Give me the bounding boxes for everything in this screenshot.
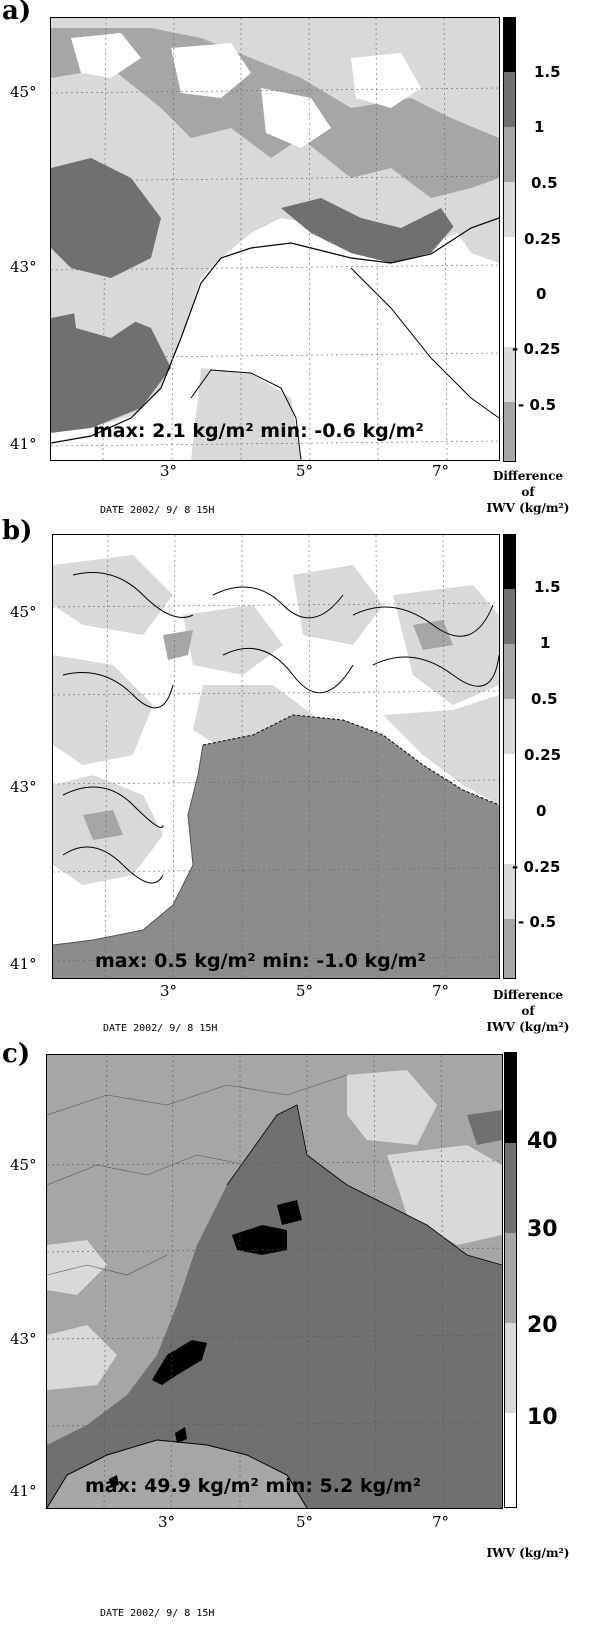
lat-label-43: 43° — [10, 258, 37, 276]
scale-tick: 1 — [534, 118, 545, 136]
lat-label-43: 43° — [10, 1330, 37, 1348]
scale-tick: 0.25 — [524, 746, 562, 764]
color-scale-a — [503, 17, 516, 462]
scale-tick: 0 — [536, 285, 547, 303]
date-label: DATE 2002/ 9/ 8 15H — [103, 1023, 218, 1034]
scale-tick: 0.25 — [524, 230, 562, 248]
lat-label-45: 45° — [10, 1156, 37, 1174]
scale-tick: 1.5 — [534, 578, 561, 596]
map-panel-c: max: 49.9 kg/m² min: 5.2 kg/m² — [46, 1054, 503, 1509]
lon-label-3: 3° — [158, 1513, 176, 1531]
map-panel-a: max: 2.1 kg/m² min: -0.6 kg/m² — [50, 17, 500, 461]
lon-label-3: 3° — [160, 462, 178, 480]
stats-text: max: 0.5 kg/m² min: -1.0 kg/m² — [95, 950, 426, 972]
lon-label-3: 3° — [160, 982, 178, 1000]
color-scale-b — [503, 534, 516, 979]
scale-tick: - 0.25 — [512, 858, 561, 876]
panel-label: c) — [2, 1039, 31, 1069]
date-label: DATE 2002/ 9/ 8 15H — [100, 505, 215, 516]
scale-tick: 1 — [540, 634, 551, 652]
unit-label: Difference of IWV (kg/m²) — [486, 988, 570, 1034]
color-scale-c — [504, 1052, 517, 1508]
lon-label-5: 5° — [296, 982, 314, 1000]
panel-label: b) — [2, 516, 33, 546]
scale-tick: - 0.25 — [512, 340, 561, 358]
lat-label-43: 43° — [10, 778, 37, 796]
map-a-field — [51, 18, 499, 460]
map-c-field — [47, 1055, 502, 1508]
map-panel-b: max: 0.5 kg/m² min: -1.0 kg/m² — [52, 534, 500, 979]
panel-a: a) 45° 43° 41° — [0, 0, 598, 520]
date-label: DATE 2002/ 9/ 8 15H — [100, 1608, 215, 1619]
scale-tick: 40 — [527, 1129, 558, 1154]
scale-tick: 0.5 — [531, 690, 558, 708]
lat-label-45: 45° — [10, 83, 37, 101]
stats-text: max: 49.9 kg/m² min: 5.2 kg/m² — [85, 1475, 422, 1497]
scale-tick: - 0.5 — [518, 913, 557, 931]
lon-label-7: 7° — [432, 982, 450, 1000]
scale-tick: - 0.5 — [518, 396, 557, 414]
panel-c: c) 45° 43° 41° — [0, 1039, 598, 1634]
lon-label-7: 7° — [432, 1513, 450, 1531]
scale-tick: 0.5 — [531, 174, 558, 192]
panel-label: a) — [2, 0, 32, 26]
lat-label-41: 41° — [10, 435, 37, 453]
scale-tick: 30 — [527, 1217, 558, 1242]
unit-label: Difference of IWV (kg/m²) — [486, 469, 570, 515]
lon-label-5: 5° — [296, 1513, 314, 1531]
lon-label-5: 5° — [296, 462, 314, 480]
scale-tick: 1.5 — [534, 63, 561, 81]
lat-label-45: 45° — [10, 603, 37, 621]
lat-label-41: 41° — [10, 1482, 37, 1500]
lat-label-41: 41° — [10, 955, 37, 973]
scale-tick: 20 — [527, 1313, 558, 1338]
panel-b: b) 45° 43° 41° — [0, 516, 598, 1045]
unit-label: IWV (kg/m²) — [486, 1546, 570, 1560]
scale-tick: 10 — [527, 1405, 558, 1430]
stats-text: max: 2.1 kg/m² min: -0.6 kg/m² — [93, 420, 424, 442]
scale-tick: 0 — [536, 802, 547, 820]
lon-label-7: 7° — [432, 462, 450, 480]
map-b-field — [53, 535, 499, 978]
